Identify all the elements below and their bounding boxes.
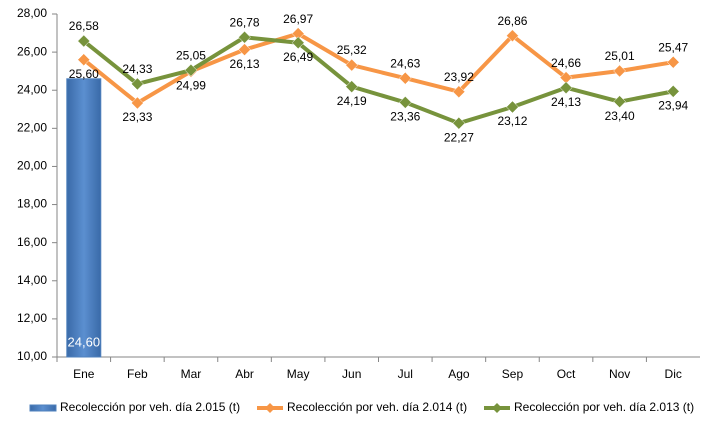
value-label: 24,19 — [337, 94, 367, 108]
x-tick-label: Feb — [127, 367, 148, 381]
value-label: 23,33 — [122, 110, 152, 124]
value-label: 23,12 — [497, 114, 527, 128]
value-label: 25,05 — [176, 48, 206, 62]
legend-label: Recolección por veh. día 2.015 (t) — [60, 400, 240, 414]
value-label: 23,40 — [605, 109, 635, 123]
marker — [506, 100, 519, 114]
value-label: 26,97 — [283, 12, 313, 26]
marker — [345, 80, 359, 93]
y-tick-label: 12,00 — [17, 311, 47, 325]
marker — [238, 43, 251, 56]
x-tick-label: Sep — [502, 367, 524, 381]
x-tick-label: Jul — [398, 367, 413, 381]
value-label: 24,33 — [122, 62, 152, 76]
x-tick-label: Oct — [557, 367, 576, 381]
marker — [131, 96, 144, 110]
legend-swatch — [29, 404, 57, 412]
value-label: 24,63 — [390, 56, 420, 70]
legend-label: Recolección por veh. día 2.013 (t) — [514, 400, 694, 414]
marker — [452, 116, 466, 130]
x-tick-label: Dic — [665, 367, 682, 381]
y-tick-label: 10,00 — [17, 349, 47, 363]
legend-label: Recolección por veh. día 2.014 (t) — [287, 400, 467, 414]
value-label: 26,58 — [69, 19, 99, 33]
legend-marker — [492, 403, 502, 413]
value-label: 25,32 — [337, 43, 367, 57]
x-tick-label: Ene — [73, 367, 95, 381]
marker — [77, 34, 91, 48]
value-label: 25,47 — [658, 40, 688, 54]
marker — [238, 30, 251, 44]
value-label: 26,86 — [497, 14, 527, 28]
value-label: 25,01 — [605, 49, 635, 63]
marker — [77, 53, 91, 67]
marker — [131, 77, 144, 91]
marker — [452, 85, 466, 99]
y-tick-label: 16,00 — [17, 235, 47, 249]
y-tick-label: 20,00 — [17, 159, 47, 173]
marker — [506, 29, 519, 43]
x-tick-label: Abr — [235, 367, 254, 381]
value-label: 23,36 — [390, 110, 420, 124]
marker — [291, 36, 305, 50]
y-tick-label: 26,00 — [17, 44, 47, 58]
marker — [398, 71, 412, 85]
marker — [184, 63, 198, 77]
value-label: 24,66 — [551, 56, 581, 70]
y-tick-label: 18,00 — [17, 197, 47, 211]
marker — [613, 64, 626, 78]
value-label: 26,49 — [283, 50, 313, 64]
value-label: 26,78 — [230, 15, 260, 29]
marker — [559, 81, 573, 95]
marker — [345, 58, 359, 72]
x-tick-label: Mar — [181, 367, 202, 381]
value-label: 25,60 — [69, 67, 99, 81]
value-label: 23,92 — [444, 70, 474, 84]
line — [82, 31, 674, 105]
legend-marker — [265, 403, 275, 413]
value-label: 24,13 — [551, 95, 581, 109]
y-tick-label: 24,00 — [17, 82, 47, 96]
value-label: 23,94 — [658, 99, 688, 113]
marker — [398, 96, 412, 109]
line — [82, 35, 674, 126]
marker — [666, 85, 680, 98]
y-tick-label: 14,00 — [17, 273, 47, 287]
marker — [666, 55, 680, 69]
value-label: 26,13 — [230, 57, 260, 71]
bar-value-label: 24,60 — [68, 334, 101, 349]
x-tick-label: Jun — [342, 367, 361, 381]
value-label: 22,27 — [444, 130, 474, 144]
y-tick-label: 22,00 — [17, 121, 47, 135]
x-tick-label: Ago — [448, 367, 470, 381]
value-label: 24,99 — [176, 79, 206, 93]
y-tick-label: 28,00 — [17, 6, 47, 20]
x-tick-label: May — [287, 367, 310, 381]
marker — [613, 95, 626, 109]
bar — [66, 78, 102, 358]
x-tick-label: Nov — [609, 367, 630, 381]
